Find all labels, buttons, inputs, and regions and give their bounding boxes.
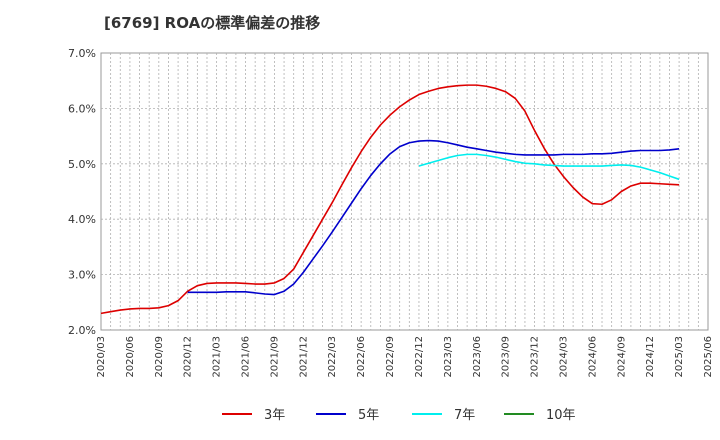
x-tick-label: 2021/12 xyxy=(298,336,309,378)
y-tick-label: 3.0% xyxy=(68,269,96,282)
x-axis-ticks: 2020/03 2020/06 2020/09 2020/12 2021/03 2021/… xyxy=(96,336,714,378)
x-tick-label: 2021/03 xyxy=(212,336,223,378)
legend-label: 3年 xyxy=(264,408,285,423)
x-tick-label: 2024/03 xyxy=(558,336,569,378)
x-tick-label: 2024/12 xyxy=(645,336,656,378)
x-tick-label: 2022/12 xyxy=(414,336,425,378)
x-tick-label: 2022/03 xyxy=(327,336,338,378)
series-layer xyxy=(100,84,680,315)
y-tick-label: 5.0% xyxy=(68,158,96,171)
x-tick-label: 2020/03 xyxy=(96,336,107,378)
legend-label: 7年 xyxy=(454,408,475,423)
series-line-7年 xyxy=(418,153,680,181)
x-tick-label: 2023/03 xyxy=(443,336,454,378)
x-tick-label: 2025/06 xyxy=(703,336,714,378)
x-tick-label: 2022/06 xyxy=(356,336,367,378)
x-tick-label: 2021/06 xyxy=(241,336,252,378)
legend-label: 5年 xyxy=(358,408,379,423)
x-tick-label: 2020/06 xyxy=(125,336,136,378)
x-tick-label: 2020/09 xyxy=(154,336,165,378)
x-tick-label: 2023/12 xyxy=(530,336,541,378)
x-tick-label: 2024/06 xyxy=(587,336,598,378)
y-axis-ticks: 2.0% 3.0% 4.0% 5.0% 6.0% 7.0% xyxy=(68,47,96,337)
x-tick-label: 2020/12 xyxy=(183,336,194,378)
y-tick-label: 2.0% xyxy=(68,324,96,337)
y-tick-label: 4.0% xyxy=(68,213,96,226)
x-tick-label: 2025/03 xyxy=(674,336,685,378)
y-tick-label: 7.0% xyxy=(68,47,96,60)
x-tick-label: 2021/09 xyxy=(269,336,280,378)
grid-layer xyxy=(101,53,708,330)
chart-title: [6769] ROAの標準偏差の推移 xyxy=(104,14,321,32)
legend: 3年 5年 7年 10年 xyxy=(222,408,576,423)
legend-label: 10年 xyxy=(546,408,576,423)
series-line-5年 xyxy=(187,139,680,296)
x-tick-label: 2022/09 xyxy=(385,336,396,378)
x-tick-label: 2023/06 xyxy=(472,336,483,378)
y-tick-label: 6.0% xyxy=(68,102,96,115)
x-tick-label: 2024/09 xyxy=(616,336,627,378)
series-line-3年 xyxy=(100,84,680,315)
x-tick-label: 2023/09 xyxy=(501,336,512,378)
